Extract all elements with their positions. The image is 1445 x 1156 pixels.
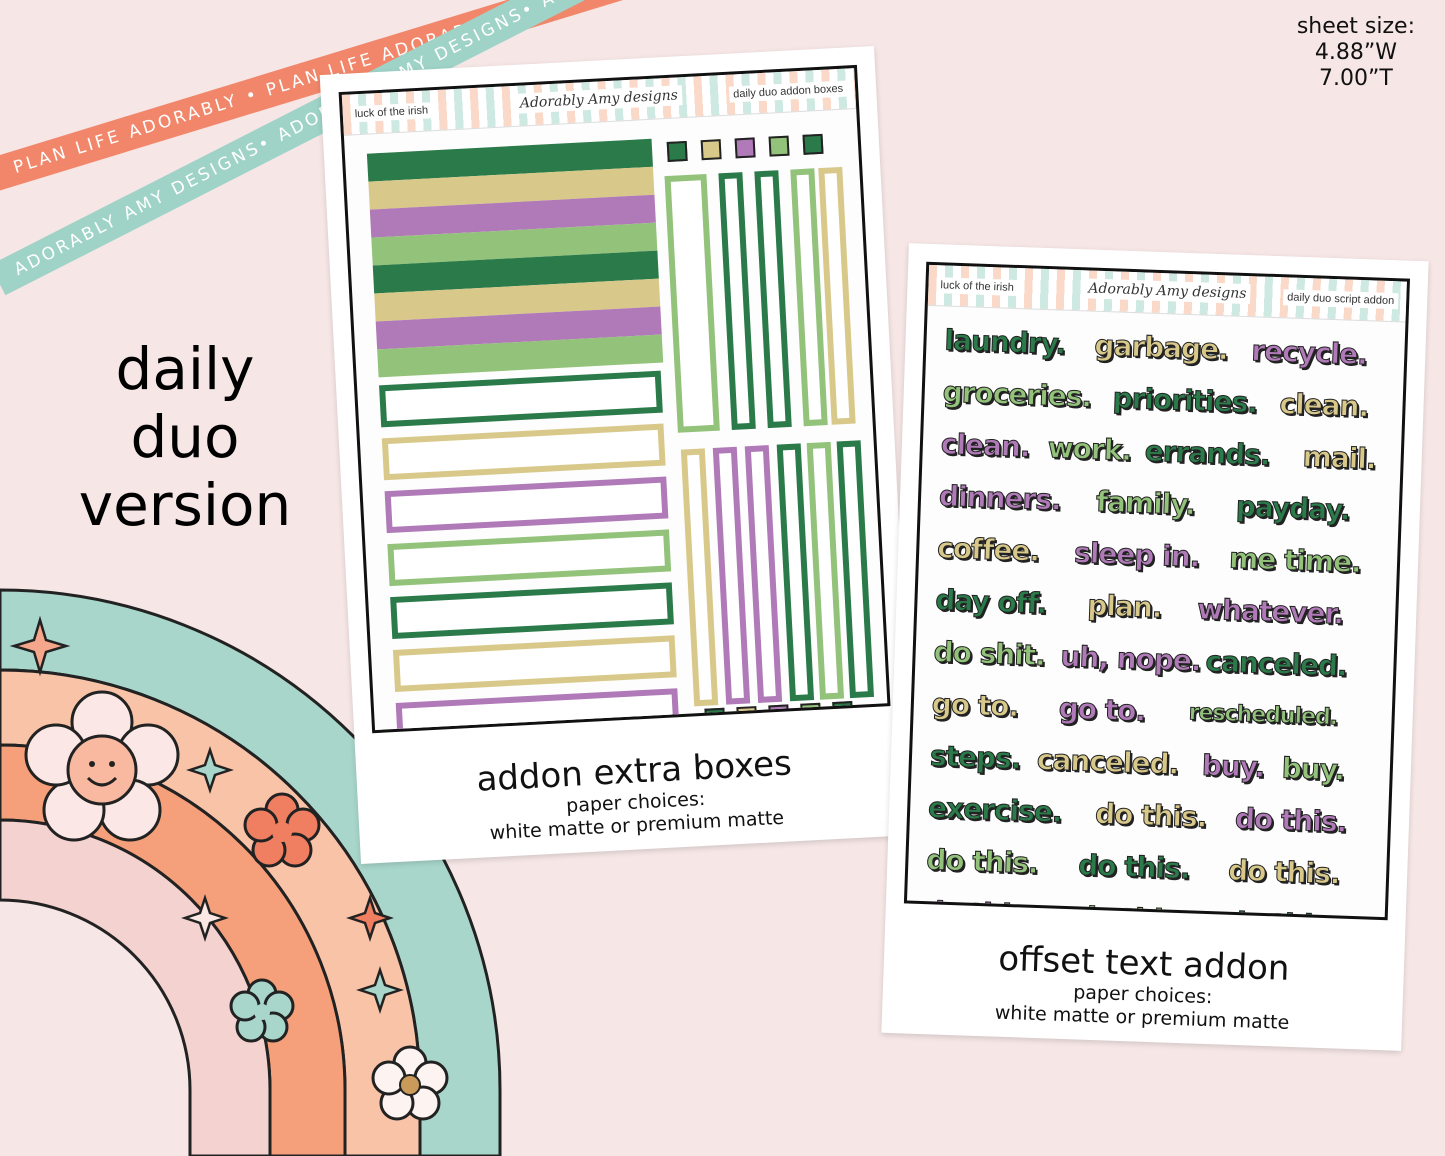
script-word: dinners. <box>938 479 1062 517</box>
script-word: uh, nope. <box>1060 639 1202 678</box>
horizontal-box <box>390 582 674 640</box>
script-word: go to. <box>1058 691 1146 728</box>
color-square <box>700 139 722 161</box>
vertical-box <box>718 172 756 430</box>
script-word: me time. <box>1228 541 1362 580</box>
color-square <box>768 135 790 157</box>
script-word: laundry. <box>944 323 1067 361</box>
sheet-header: luck of the irish Adorably Amy designs d… <box>927 264 1407 323</box>
script-word: clean. <box>1278 387 1369 424</box>
script-word: do this. <box>1077 848 1191 886</box>
script-word: do this. <box>1234 801 1347 839</box>
sparkle-icon <box>9 615 71 677</box>
sheet-size-height: 7.00”T <box>1319 66 1393 91</box>
sticker-sheet: luck of the irish Adorably Amy designs d… <box>338 64 891 734</box>
page-title: daily duo version <box>60 335 310 539</box>
script-word: work. <box>1047 431 1132 468</box>
script-word: rescheduled. <box>1188 700 1338 731</box>
script-addon-sheet-card: luck of the irish Adorably Amy designs d… <box>881 243 1429 1051</box>
script-word: do this. <box>1075 900 1189 921</box>
script-word: do this. <box>1227 853 1341 891</box>
rainbow-illustration <box>0 588 502 1156</box>
script-word: recycle. <box>1250 334 1368 372</box>
color-square <box>704 707 726 729</box>
script-word: family. <box>1095 484 1196 522</box>
script-word: priorities. <box>1112 381 1258 420</box>
sheet-size-info: sheet size: 4.88”W 7.00”T <box>1297 14 1415 92</box>
script-word: garbage. <box>1093 328 1229 367</box>
script-word: do this. <box>1225 905 1338 920</box>
vertical-box <box>680 448 719 707</box>
script-word: go to. <box>931 687 1019 724</box>
horizontal-box <box>384 476 669 534</box>
color-square <box>832 701 854 723</box>
color-square <box>800 702 822 724</box>
brand-logo: Adorably Amy designs <box>1084 278 1251 305</box>
script-word: buy. <box>1201 748 1265 784</box>
horizontal-box <box>381 423 666 481</box>
sheet-kit-name: luck of the irish <box>936 277 1019 296</box>
sheet-header: luck of the irish Adorably Amy designs d… <box>341 68 857 136</box>
script-word: mail. <box>1302 440 1377 477</box>
script-word: do shit. <box>933 635 1046 673</box>
sparkle-icon <box>346 894 394 942</box>
vertical-box <box>744 445 783 703</box>
sheet-type-name: daily duo addon boxes <box>728 80 848 103</box>
vertical-box <box>754 170 792 429</box>
script-word: day off. <box>934 583 1047 621</box>
white-flower-icon <box>371 1045 449 1121</box>
sparkle-icon <box>356 966 404 1014</box>
color-square <box>734 137 756 159</box>
smiley-flower-icon <box>24 690 180 842</box>
sheet-size-width: 4.88”W <box>1314 40 1397 65</box>
script-word: plan. <box>1086 588 1163 625</box>
script-word: coffee. <box>936 531 1040 569</box>
script-word: payday. <box>1235 489 1351 527</box>
script-word: groceries. <box>942 375 1092 414</box>
addon-boxes-sheet-card: luck of the irish Adorably Amy designs d… <box>319 46 916 864</box>
script-word: canceled. <box>1036 742 1179 781</box>
sparkle-icon <box>181 894 229 942</box>
sticker-sheet: luck of the irish Adorably Amy designs d… <box>903 261 1411 921</box>
coral-flower-icon <box>243 792 321 868</box>
sheet-type-name: daily duo script addon <box>1282 289 1399 310</box>
sheet-size-label: sheet size: <box>1296 14 1415 39</box>
script-word: errands. <box>1144 434 1271 472</box>
color-square <box>802 133 824 155</box>
horizontal-box <box>387 529 672 587</box>
vertical-box <box>712 446 751 705</box>
script-word: buy. <box>1281 751 1345 787</box>
sparkle-icon <box>186 746 234 794</box>
horizontal-box <box>379 370 663 428</box>
sheet-caption: addon extra boxes paper choices: white m… <box>356 737 915 852</box>
title-line-1: daily <box>115 335 255 403</box>
sheet-kit-name: luck of the irish <box>350 102 433 123</box>
script-word: sleep in. <box>1073 536 1200 574</box>
color-square <box>736 706 758 728</box>
title-line-3: version <box>78 471 292 539</box>
vertical-box <box>836 440 875 699</box>
sheet-caption: offset text addon paper choices: white m… <box>882 935 1405 1039</box>
script-word: do this. <box>1094 797 1207 835</box>
horizontal-box <box>395 688 680 734</box>
horizontal-box <box>392 635 677 692</box>
title-line-2: duo <box>130 403 240 471</box>
script-word: do this. <box>924 895 1037 921</box>
script-word: whatever. <box>1196 592 1344 631</box>
script-word: exercise. <box>927 791 1063 830</box>
vertical-box <box>664 173 720 433</box>
brand-logo: Adorably Amy designs <box>515 85 683 114</box>
script-word: do this. <box>925 843 1039 881</box>
color-square <box>666 140 688 162</box>
script-word: steps. <box>929 739 1021 776</box>
script-word: clean. <box>940 427 1031 464</box>
mint-flower-icon <box>229 978 295 1043</box>
script-word: canceled. <box>1204 644 1348 683</box>
color-square <box>768 704 790 726</box>
